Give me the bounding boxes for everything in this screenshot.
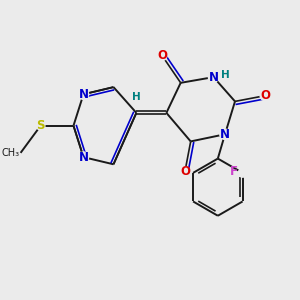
Circle shape — [180, 167, 190, 176]
Text: CH₃: CH₃ — [1, 148, 19, 158]
Circle shape — [208, 72, 219, 82]
Circle shape — [78, 152, 88, 162]
Text: N: N — [220, 128, 230, 141]
Text: H: H — [221, 70, 230, 80]
Circle shape — [78, 89, 88, 99]
Text: S: S — [36, 119, 45, 132]
Text: N: N — [208, 70, 218, 84]
Circle shape — [157, 51, 167, 61]
Text: O: O — [157, 49, 167, 62]
Circle shape — [220, 129, 230, 140]
Text: N: N — [79, 151, 88, 164]
Text: O: O — [260, 89, 270, 102]
Circle shape — [260, 91, 270, 100]
Text: F: F — [230, 165, 238, 178]
Text: O: O — [180, 165, 190, 178]
Text: H: H — [132, 92, 141, 102]
Text: N: N — [79, 88, 88, 101]
Circle shape — [36, 122, 45, 130]
Circle shape — [238, 169, 247, 177]
